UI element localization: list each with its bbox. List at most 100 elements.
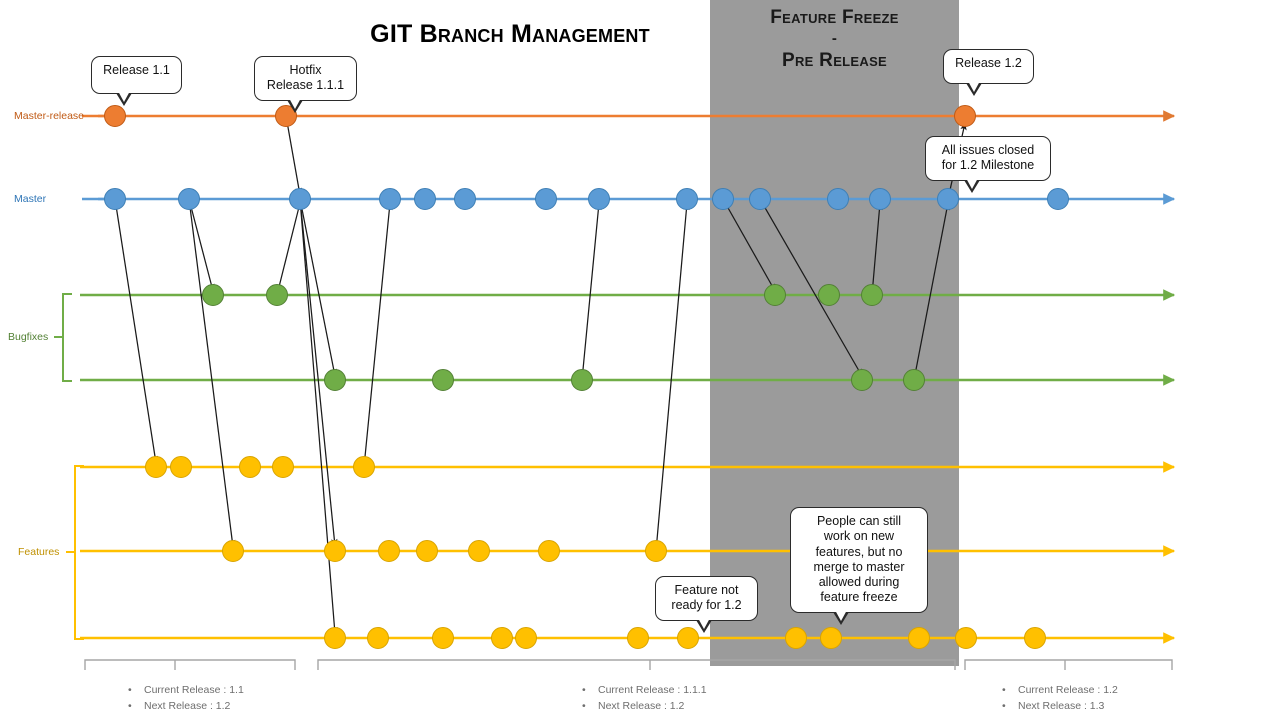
legend-item-label: Next Release : 1.2: [144, 700, 231, 713]
commit-node-feature-3-5[interactable]: [627, 627, 649, 649]
commit-node-feature-3-4[interactable]: [515, 627, 537, 649]
merge-arrow-3: [276, 202, 302, 296]
callout-line: for 1.2 Milestone: [941, 158, 1035, 173]
merge-arrow-5: [299, 198, 338, 547]
commit-node-feature-1-4[interactable]: [353, 456, 375, 478]
commit-node-master-8[interactable]: [676, 188, 698, 210]
callout-tail-fill: [697, 617, 710, 629]
commit-node-master-5[interactable]: [454, 188, 476, 210]
legend-item-label: Next Release : 1.3: [1018, 700, 1105, 713]
legend-phase-3-bracket: [964, 659, 1173, 670]
bullet-icon: •: [582, 684, 586, 696]
commit-node-feature-3-2[interactable]: [432, 627, 454, 649]
bullet-icon: •: [1002, 684, 1006, 696]
legend-item-label: Next Release : 1.2: [598, 700, 685, 713]
callout-line: merge to master: [813, 559, 905, 574]
callout-line: Feature not: [674, 583, 739, 597]
legend-item-label: Current Release : 1.2: [1018, 684, 1118, 696]
commit-node-feature-2-6[interactable]: [645, 540, 667, 562]
callout-tail-fill: [288, 97, 301, 109]
group-label-bugfixes: Bugfixes: [8, 331, 49, 343]
callout-line: work on new: [823, 529, 895, 544]
commit-node-feature-3-0[interactable]: [324, 627, 346, 649]
commit-node-feature-3-1[interactable]: [367, 627, 389, 649]
commit-node-feature-1-1[interactable]: [170, 456, 192, 478]
commit-node-feature-2-5[interactable]: [538, 540, 560, 562]
callout-people-can-work: People can still work on new features, but…: [790, 507, 928, 625]
merge-arrow-0: [114, 198, 159, 464]
commit-node-master-3[interactable]: [379, 188, 401, 210]
merge-arrow-9: [655, 202, 690, 552]
commit-node-master-14[interactable]: [1047, 188, 1069, 210]
legend-phase-2: • Current Release : 1.1.1 • Next Release : …: [582, 682, 707, 715]
callout-tail-fill: [965, 178, 978, 189]
merge-arrow-2: [188, 198, 236, 548]
commit-node-bugfix-upper-1[interactable]: [266, 284, 288, 306]
feature-freeze-title: Feature Freeze - Pre Release: [710, 6, 959, 72]
callout-line: features, but no: [815, 544, 903, 559]
callout-line: Release 1.1: [103, 63, 170, 77]
commit-node-feature-1-3[interactable]: [272, 456, 294, 478]
commit-node-feature-2-2[interactable]: [378, 540, 400, 562]
commit-node-feature-3-3[interactable]: [491, 627, 513, 649]
commit-node-master-4[interactable]: [414, 188, 436, 210]
callout-release-12: Release 1.2: [943, 49, 1034, 96]
callout-tail-fill: [967, 81, 980, 92]
feature-freeze-line1: Feature Freeze: [770, 7, 899, 28]
bullet-icon: •: [128, 684, 132, 696]
callout-line: Release 1.1.1: [266, 78, 345, 93]
commit-node-master-release-0[interactable]: [104, 105, 126, 127]
callout-line: Hotfix: [289, 63, 322, 77]
merge-arrow-8: [581, 202, 602, 381]
commit-node-feature-2-3[interactable]: [416, 540, 438, 562]
merge-arrow-7: [363, 202, 393, 468]
legend-item: • Current Release : 1.2: [1002, 682, 1118, 698]
commit-node-feature-1-0[interactable]: [145, 456, 167, 478]
commit-node-feature-2-0[interactable]: [222, 540, 244, 562]
callout-all-issues-closed: All issues closed for 1.2 Milestone: [925, 136, 1051, 193]
callout-tail-fill: [834, 609, 847, 621]
commit-node-master-2[interactable]: [289, 188, 311, 210]
commit-node-bugfix-lower-1[interactable]: [432, 369, 454, 391]
commit-node-bugfix-lower-2[interactable]: [571, 369, 593, 391]
bullet-icon: •: [128, 700, 132, 713]
legend-item: • Current Release : 1.1: [128, 682, 244, 698]
branch-label-master-release: Master-release: [14, 110, 85, 122]
commit-node-bugfix-upper-0[interactable]: [202, 284, 224, 306]
feature-freeze-dash: -: [831, 29, 838, 47]
callout-tail-fill: [117, 91, 130, 102]
bracket-bugfixes: [62, 293, 72, 382]
legend-item-label: Current Release : 1.1.1: [598, 684, 707, 696]
legend-item-label: Current Release : 1.1: [144, 684, 244, 696]
commit-node-master-6[interactable]: [535, 188, 557, 210]
callout-line: feature freeze: [820, 590, 898, 605]
callout-feature-not-ready: Feature not ready for 1.2: [655, 576, 758, 633]
legend-item: • Next Release : 1.3: [1002, 698, 1118, 714]
commit-node-feature-2-4[interactable]: [468, 540, 490, 562]
feature-freeze-line2: Pre Release: [781, 49, 888, 71]
bullet-icon: •: [1002, 700, 1006, 713]
callout-line: People can still: [816, 514, 902, 528]
legend-phase-3: • Current Release : 1.2 • Next Release : 1.…: [1002, 682, 1118, 715]
commit-node-feature-1-2[interactable]: [239, 456, 261, 478]
callout-line: allowed during: [818, 575, 900, 589]
commit-node-bugfix-lower-0[interactable]: [324, 369, 346, 391]
legend-item: • Next Release : 1.2: [128, 698, 244, 714]
commit-node-master-1[interactable]: [178, 188, 200, 210]
branch-label-master: Master: [14, 193, 47, 205]
legend-phase-1-bracket: [84, 659, 296, 670]
commit-node-feature-2-1[interactable]: [324, 540, 346, 562]
group-label-features: Features: [18, 546, 60, 558]
merge-arrow-6: [299, 198, 338, 635]
legend-item: • Current Release : 1.1.1: [582, 682, 707, 698]
commit-node-master-7[interactable]: [588, 188, 610, 210]
merge-arrow-15: [285, 115, 302, 196]
commit-node-feature-3-11[interactable]: [1024, 627, 1046, 649]
callout-line: ready for 1.2: [671, 598, 742, 613]
bracket-features: [74, 465, 84, 640]
legend-item: • Next Release : 1.2: [582, 698, 707, 714]
merge-arrow-1: [188, 198, 215, 292]
commit-node-master-0[interactable]: [104, 188, 126, 210]
